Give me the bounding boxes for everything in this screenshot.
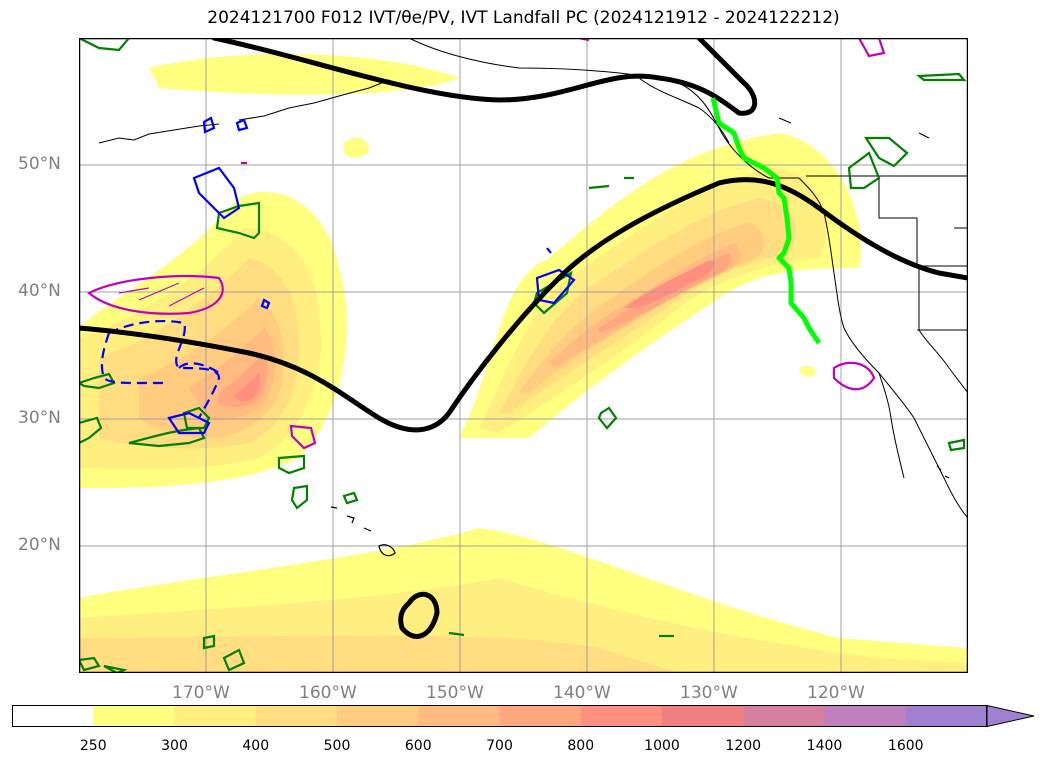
lat-label-50n: 50°N — [18, 154, 61, 174]
black-contours — [79, 38, 968, 639]
colorbar-border — [12, 705, 987, 727]
pv-positive-contours — [79, 38, 967, 673]
colorbar-tick-label: 700 — [486, 738, 513, 754]
colorbar-tick-label: 1400 — [806, 738, 843, 754]
colorbar-cell — [743, 705, 825, 727]
lon-label-120w: 120°W — [807, 683, 865, 703]
colorbar-cell — [905, 705, 988, 727]
colorbar-tick-label: 600 — [404, 738, 432, 754]
colorbar-cell — [255, 705, 338, 727]
colorbar-cell — [662, 705, 744, 727]
pv-negative-contours — [100, 116, 576, 435]
colorbar-tick-label: 800 — [567, 738, 595, 754]
lon-label-140w: 140°W — [553, 683, 611, 703]
colorbar-cell — [12, 705, 94, 727]
lon-label-170w: 170°W — [172, 683, 230, 703]
colorbar-tick-label: 1600 — [887, 738, 924, 754]
lat-label-40n: 40°N — [18, 281, 61, 301]
contour-main-trough — [79, 177, 968, 433]
map-gridlines — [79, 38, 968, 673]
colorbar-cell — [418, 705, 500, 727]
coastlines — [98, 38, 968, 557]
colorbar-cell — [824, 705, 907, 727]
colorbar-cell — [580, 705, 663, 727]
colorbar-tick-label: 300 — [161, 738, 188, 754]
colorbar — [12, 705, 1035, 728]
contour-closed-low — [398, 591, 440, 639]
lon-label-160w: 160°W — [299, 683, 357, 703]
lat-label-30n: 30°N — [18, 408, 61, 428]
lat-label-20n: 20°N — [18, 535, 61, 555]
map-title: 2024121700 F012 IVT/θe/PV, IVT Landfall … — [207, 8, 840, 28]
colorbar-tick-label: 400 — [242, 738, 270, 754]
colorbar-cell — [174, 705, 257, 727]
colorbar-tick-label: 1000 — [644, 738, 680, 754]
colorbar-cell — [499, 705, 582, 727]
ivt-shading — [79, 54, 968, 673]
colorbar-tick-label: 250 — [79, 738, 107, 754]
ivt-band-north — [149, 54, 459, 95]
lon-label-130w: 130°W — [680, 683, 738, 703]
colorbar-cell — [93, 705, 175, 727]
landfall-pc-line — [710, 97, 822, 345]
lon-label-150w: 150°W — [426, 683, 484, 703]
colorbar-cell — [337, 705, 419, 727]
colorbar-extend-arrow — [986, 705, 1035, 728]
contour-north — [211, 38, 758, 116]
map-border — [79, 38, 968, 673]
map-panel — [79, 38, 968, 673]
colorbar-tick-label: 1200 — [725, 738, 762, 754]
colorbar-tick-label: 500 — [323, 738, 351, 754]
